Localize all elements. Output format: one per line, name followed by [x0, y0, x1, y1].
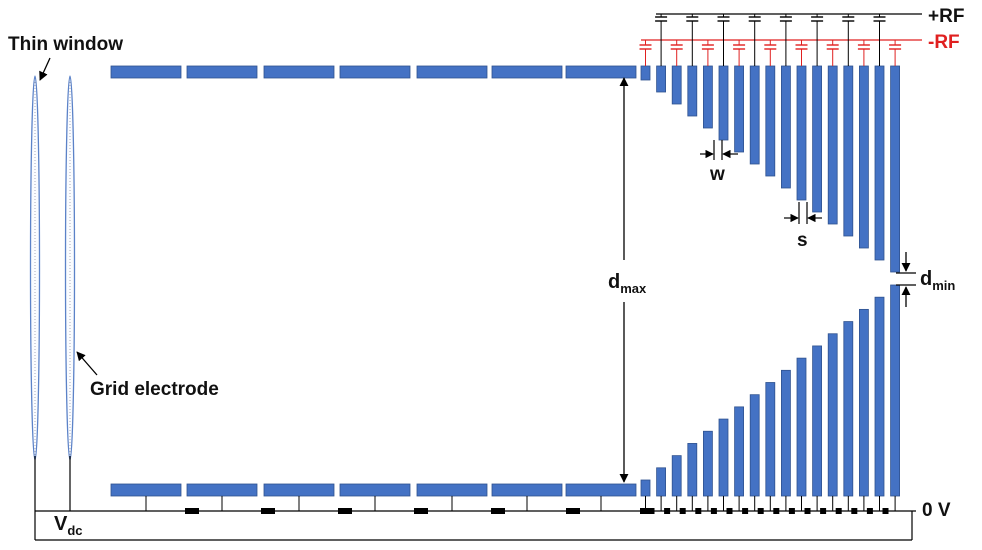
bottom-funnel-electrode: [749, 394, 760, 497]
dc-resistor: [648, 508, 655, 514]
dc-resistor: [414, 508, 428, 514]
grid-electrode: [64, 75, 76, 461]
dc-resistor: [773, 508, 780, 514]
grid-electrode-arrow: [76, 351, 98, 376]
top-funnel-electrode: [749, 65, 760, 165]
top-funnel-electrode: [718, 65, 729, 141]
top-plate-electrode: [263, 65, 335, 79]
bottom-funnel-electrodes: [640, 284, 900, 497]
rf-capacitor-network: [639, 13, 922, 66]
thin-window-label: Thin window: [8, 34, 123, 55]
dc-resistor: [664, 508, 671, 514]
top-funnel-electrode: [843, 65, 854, 237]
dc-resistor: [185, 508, 199, 514]
bottom-funnel-electrode: [827, 333, 838, 497]
bottom-funnel-electrode: [671, 455, 682, 497]
thin-window: [29, 75, 41, 461]
s-label: s: [797, 230, 808, 251]
top-funnel-electrode: [796, 65, 807, 201]
top-funnel-electrode: [734, 65, 744, 153]
bottom-funnel-electrode: [687, 443, 698, 497]
bottom-funnel-electrode: [718, 418, 729, 497]
dmin-label: dmin: [920, 268, 955, 293]
bottom-funnel-electrode: [843, 321, 854, 497]
bottom-plate-electrodes: [110, 483, 637, 497]
w-label: w: [709, 164, 725, 185]
top-funnel-electrode: [781, 65, 791, 189]
thin-window-arrow: [39, 57, 51, 81]
top-funnel-electrodes: [640, 65, 900, 273]
top-funnel-electrode: [656, 65, 666, 93]
dc-resistor: [640, 508, 654, 514]
bottom-funnel-electrode: [812, 345, 822, 497]
dc-resistor: [695, 508, 702, 514]
bottom-plate-electrode: [491, 483, 563, 497]
dc-resistor: [835, 508, 842, 514]
bottom-funnel-electrode: [890, 284, 900, 497]
dc-resistor: [679, 508, 686, 514]
dc-resistor: [882, 508, 889, 514]
dc-resistor: [566, 508, 580, 514]
bottom-funnel-electrode: [874, 296, 885, 497]
top-funnel-electrode: [812, 65, 822, 213]
bottom-funnel-electrode: [656, 467, 666, 497]
dc-resistor-chain: [34, 456, 916, 541]
top-funnel-electrode: [765, 65, 776, 177]
dc-resistor: [851, 508, 858, 514]
minus-rf-label: -RF: [928, 32, 960, 53]
bottom-plate-electrode: [263, 483, 335, 497]
top-funnel-electrode: [874, 65, 885, 261]
top-plate-electrodes: [110, 65, 637, 79]
dc-resistor: [866, 508, 873, 514]
dc-resistor: [491, 508, 505, 514]
top-funnel-electrode: [640, 65, 651, 81]
bottom-funnel-electrode: [859, 308, 869, 497]
zero-v-label: 0 V: [922, 500, 951, 521]
bottom-funnel-electrode: [765, 382, 776, 497]
top-funnel-electrode: [671, 65, 682, 105]
vdc-label: Vdc: [54, 513, 83, 538]
dc-resistor: [820, 508, 827, 514]
top-funnel-electrode: [859, 65, 869, 249]
dc-resistor: [726, 508, 733, 514]
top-funnel-electrode: [890, 65, 900, 273]
top-plate-electrode: [565, 65, 637, 79]
grid-electrode-label: Grid electrode: [90, 379, 219, 400]
top-funnel-electrode: [703, 65, 713, 129]
bottom-plate-electrode: [565, 483, 637, 497]
bottom-plate-electrode: [110, 483, 182, 497]
bottom-plate-electrode: [186, 483, 258, 497]
bottom-funnel-electrode: [640, 479, 651, 497]
bottom-plate-electrode: [416, 483, 488, 497]
top-plate-electrode: [416, 65, 488, 79]
bottom-plate-electrode: [339, 483, 411, 497]
top-plate-electrode: [491, 65, 563, 79]
dmax-label: dmax: [608, 271, 647, 296]
dc-resistor: [261, 508, 275, 514]
top-funnel-electrode: [827, 65, 838, 225]
plus-rf-label: +RF: [928, 6, 964, 27]
dc-resistor: [788, 508, 795, 514]
dc-resistor: [804, 508, 811, 514]
top-plate-electrode: [339, 65, 411, 79]
dc-resistor: [710, 508, 717, 514]
top-plate-electrode: [110, 65, 182, 79]
bottom-funnel-electrode: [703, 430, 713, 497]
dc-resistor: [338, 508, 352, 514]
dc-resistor: [742, 508, 749, 514]
top-plate-electrode: [186, 65, 258, 79]
top-funnel-electrode: [687, 65, 698, 117]
bottom-funnel-electrode: [781, 369, 791, 497]
bottom-funnel-electrode: [734, 406, 744, 497]
bottom-funnel-electrode: [796, 357, 807, 497]
dc-resistor: [757, 508, 764, 514]
